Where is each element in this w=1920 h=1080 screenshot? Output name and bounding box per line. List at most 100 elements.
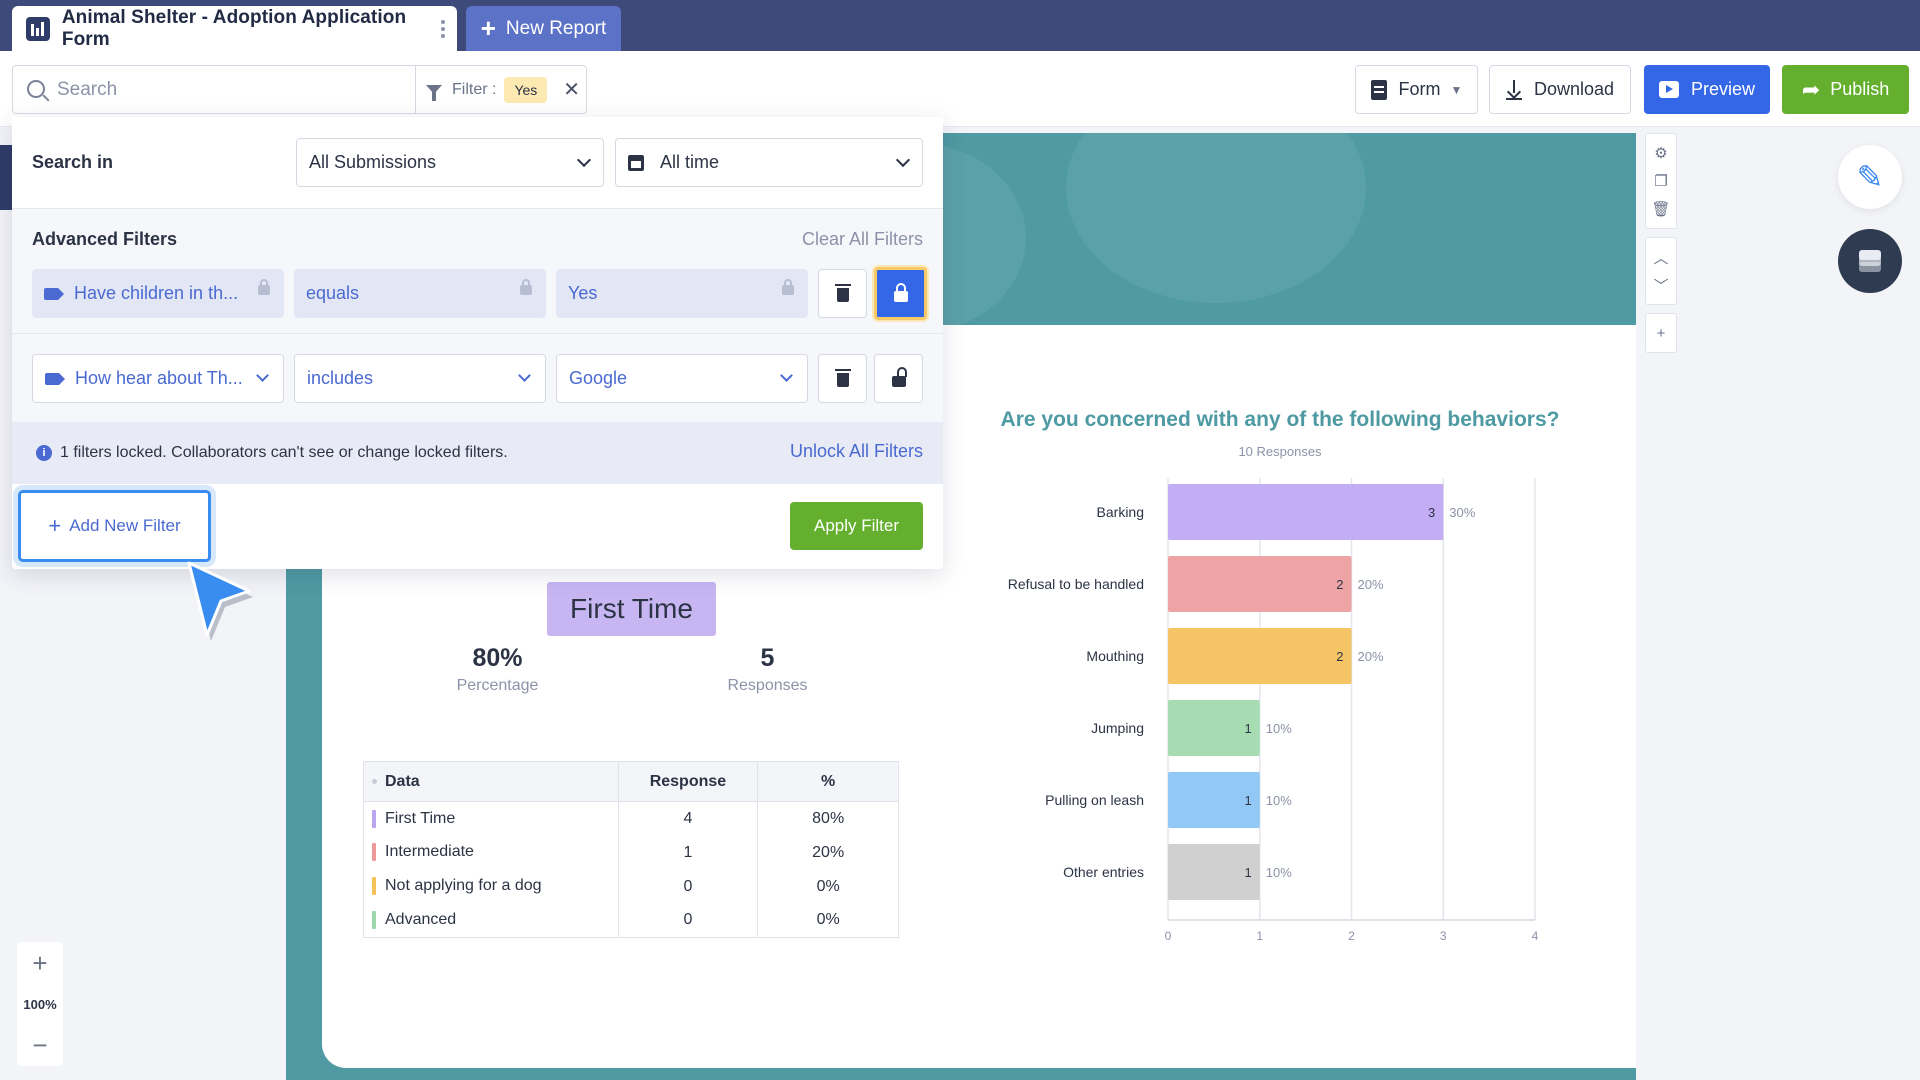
mouse-cursor-icon bbox=[187, 561, 253, 641]
search-box: Filter : Yes ✕ bbox=[12, 65, 587, 114]
zoom-control: + 100% − bbox=[17, 942, 63, 1066]
tab-report[interactable]: Animal Shelter - Adoption Application Fo… bbox=[12, 6, 457, 51]
trash-icon[interactable]: 🗑 bbox=[1651, 201, 1671, 218]
divider bbox=[12, 333, 943, 334]
top-answer-badge: First Time bbox=[547, 582, 716, 636]
chart-subtitle: 10 Responses bbox=[1238, 444, 1322, 459]
chevron-down-icon bbox=[518, 369, 531, 382]
zoom-out-button[interactable]: − bbox=[32, 1030, 48, 1060]
bar bbox=[1168, 556, 1352, 612]
row-response: 4 bbox=[617, 801, 759, 836]
category-label: Other entries bbox=[1063, 864, 1144, 880]
add-page-icon[interactable]: + bbox=[1656, 324, 1666, 342]
add-new-filter-button[interactable]: + Add New Filter bbox=[18, 490, 211, 562]
bar-value-label: 3 bbox=[1428, 505, 1435, 520]
row-percent: 20% bbox=[757, 835, 899, 870]
table-header: Data bbox=[363, 761, 619, 802]
lock-icon bbox=[782, 279, 794, 295]
x-tick-label: 2 bbox=[1348, 929, 1355, 943]
tag-icon bbox=[45, 372, 65, 385]
filter-1-lock-button[interactable] bbox=[874, 267, 927, 320]
row-label: First Time bbox=[385, 809, 456, 827]
row-label: Intermediate bbox=[385, 843, 474, 861]
x-tick-label: 3 bbox=[1440, 929, 1447, 943]
search-icon bbox=[27, 80, 45, 98]
design-pen-button[interactable]: ✎ bbox=[1838, 145, 1902, 209]
row-response: 1 bbox=[617, 835, 759, 870]
share-arrow-icon: ➦ bbox=[1801, 76, 1821, 102]
row-label: Advanced bbox=[385, 911, 457, 929]
category-label: Barking bbox=[1097, 504, 1144, 520]
filter-2-field[interactable]: How hear about Th... bbox=[32, 354, 284, 403]
filter-label: Filter : bbox=[452, 80, 497, 98]
chart-title: Are you concerned with any of the follow… bbox=[1000, 408, 1560, 431]
tab-menu-icon[interactable] bbox=[441, 20, 445, 41]
new-report-button[interactable]: + New Report bbox=[466, 6, 621, 51]
clear-all-filters-link[interactable]: Clear All Filters bbox=[801, 229, 923, 249]
layers-button[interactable] bbox=[1838, 229, 1902, 293]
filter-icon bbox=[426, 85, 442, 101]
search-input[interactable] bbox=[57, 76, 407, 104]
download-label: Download bbox=[1533, 79, 1615, 99]
zoom-in-button[interactable]: + bbox=[32, 948, 48, 978]
color-swatch bbox=[372, 843, 376, 862]
chevron-down-icon[interactable]: ﹀ bbox=[1653, 277, 1669, 295]
search-in-label: Search in bbox=[32, 152, 114, 172]
row-percent: 80% bbox=[757, 801, 899, 836]
plus-icon: + bbox=[48, 513, 62, 538]
color-swatch bbox=[372, 911, 376, 930]
table-header-row: Data Response % bbox=[363, 761, 899, 802]
bar bbox=[1168, 628, 1352, 684]
x-tick-label: 4 bbox=[1532, 929, 1539, 943]
bar-percent-label: 20% bbox=[1358, 577, 1384, 592]
publish-button[interactable]: ➦ Publish bbox=[1782, 65, 1909, 114]
form-dropdown-button[interactable]: Form ▼ bbox=[1355, 65, 1478, 114]
bar-value-label: 1 bbox=[1245, 721, 1252, 736]
copy-icon[interactable]: ❐ bbox=[1654, 173, 1668, 190]
category-label: Refusal to be handled bbox=[1008, 576, 1144, 592]
bar-percent-label: 30% bbox=[1449, 505, 1475, 520]
table-row: Advanced 0 0% bbox=[363, 903, 899, 938]
form-icon bbox=[1370, 79, 1387, 100]
chevron-down-icon bbox=[895, 152, 911, 168]
chevron-up-icon[interactable]: ︿ bbox=[1653, 249, 1669, 267]
plus-icon: + bbox=[480, 13, 496, 43]
pen-icon: ✎ bbox=[1856, 159, 1884, 195]
time-select-value: All time bbox=[660, 152, 720, 172]
responses-value: 5 bbox=[760, 644, 775, 672]
preview-button[interactable]: Preview bbox=[1644, 65, 1770, 114]
close-icon[interactable]: ✕ bbox=[563, 79, 581, 101]
add-new-filter-label: Add New Filter bbox=[69, 516, 181, 535]
row-response: 0 bbox=[617, 903, 759, 938]
chevron-down-icon bbox=[576, 152, 592, 168]
filter-panel: Search in All Submissions All time Advan… bbox=[12, 117, 943, 569]
bar-value-label: 2 bbox=[1336, 577, 1343, 592]
trash-icon bbox=[834, 284, 851, 302]
gear-icon[interactable]: ⚙ bbox=[1654, 145, 1668, 162]
filter-value-chip: Yes bbox=[504, 76, 548, 103]
active-filter[interactable]: Filter : Yes ✕ bbox=[415, 66, 586, 113]
filter-2-delete-button[interactable] bbox=[818, 354, 867, 403]
bar bbox=[1168, 700, 1260, 756]
bar-percent-label: 10% bbox=[1266, 793, 1292, 808]
submissions-select[interactable]: All Submissions bbox=[296, 138, 604, 187]
filter-1-value[interactable]: Yes bbox=[556, 269, 808, 318]
unlock-all-filters-link[interactable]: Unlock All Filters bbox=[789, 441, 923, 461]
filter-1-delete-button[interactable] bbox=[818, 269, 867, 318]
bar-value-label: 1 bbox=[1245, 793, 1252, 808]
filter-2-operator[interactable]: includes bbox=[294, 354, 546, 403]
download-button[interactable]: Download bbox=[1489, 65, 1631, 114]
category-label: Mouthing bbox=[1086, 648, 1144, 664]
lock-icon bbox=[520, 279, 532, 295]
row-label: Not applying for a dog bbox=[385, 877, 542, 895]
filter-2-value[interactable]: Google bbox=[556, 354, 808, 403]
filter-1-field[interactable]: Have children in th... bbox=[32, 269, 284, 318]
category-label: Pulling on leash bbox=[1045, 792, 1144, 808]
apply-filter-button[interactable]: Apply Filter bbox=[790, 502, 923, 550]
filter-1-operator[interactable]: equals bbox=[294, 269, 546, 318]
filter-2-lock-button[interactable] bbox=[874, 354, 923, 403]
time-select[interactable]: All time bbox=[615, 138, 923, 187]
percentage-label: Percentage bbox=[456, 677, 539, 694]
percentage-stat: 80% Percentage bbox=[430, 644, 565, 695]
bar bbox=[1168, 484, 1444, 540]
